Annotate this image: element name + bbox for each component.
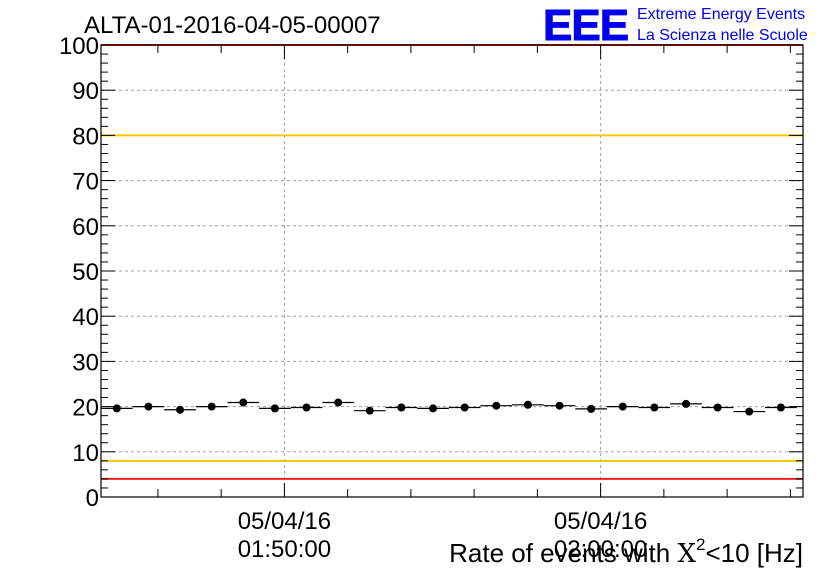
axis-ticks bbox=[101, 44, 803, 498]
data-point bbox=[733, 407, 766, 416]
y-tick-label: 80 bbox=[72, 123, 99, 150]
data-point bbox=[132, 402, 165, 411]
data-point bbox=[101, 404, 133, 413]
data-point bbox=[448, 403, 481, 412]
data-point-marker bbox=[239, 398, 248, 407]
x-axis-title-chi: X bbox=[677, 539, 696, 569]
data-point-marker bbox=[334, 398, 343, 407]
data-point-marker bbox=[618, 402, 627, 411]
data-points bbox=[101, 398, 797, 416]
y-tick-label: 30 bbox=[72, 349, 99, 376]
data-point bbox=[638, 403, 671, 412]
data-point bbox=[701, 403, 734, 412]
data-point-marker bbox=[270, 404, 279, 413]
x-tick-time: 02:00:00 bbox=[554, 536, 647, 563]
x-axis-title: Rate of events with X2<10 [Hz] bbox=[449, 535, 803, 569]
y-tick-labels: 0 10 20 30 40 50 60 70 80 90 100 bbox=[59, 33, 99, 512]
data-point-marker bbox=[429, 404, 438, 413]
data-point bbox=[575, 404, 607, 413]
data-point bbox=[227, 398, 260, 407]
data-point-marker bbox=[176, 405, 185, 414]
data-point bbox=[765, 403, 797, 412]
y-tick-label: 20 bbox=[72, 395, 99, 422]
eee-logo-line2: La Scienza nelle Scuole bbox=[637, 27, 808, 44]
x-tick-date: 05/04/16 bbox=[554, 508, 647, 535]
data-point bbox=[195, 402, 228, 411]
data-point-marker bbox=[650, 403, 659, 412]
data-point-marker bbox=[302, 403, 311, 412]
x-tick-date: 05/04/16 bbox=[238, 508, 331, 535]
data-point-marker bbox=[460, 403, 469, 412]
data-point bbox=[290, 403, 323, 412]
data-point bbox=[259, 404, 291, 413]
data-point-marker bbox=[587, 404, 596, 413]
eee-logo-letters: EEE bbox=[543, 1, 628, 50]
x-axis-title-prefix: Rate of events with bbox=[449, 538, 677, 568]
data-point-marker bbox=[112, 404, 121, 413]
data-point-marker bbox=[207, 402, 216, 411]
x-tick-time: 01:50:00 bbox=[238, 536, 331, 563]
y-tick-label: 70 bbox=[72, 169, 99, 196]
data-point-marker bbox=[144, 402, 153, 411]
x-axis-title-exponent: 2 bbox=[696, 535, 705, 554]
data-point bbox=[670, 399, 702, 408]
data-point-marker bbox=[397, 403, 406, 412]
data-point bbox=[164, 405, 196, 414]
y-tick-label: 10 bbox=[72, 440, 99, 467]
y-tick-label: 50 bbox=[72, 259, 99, 286]
data-point-marker bbox=[555, 401, 564, 410]
data-point bbox=[512, 400, 544, 409]
data-point-marker bbox=[682, 399, 690, 408]
data-point bbox=[322, 398, 354, 407]
y-tick-label: 40 bbox=[72, 304, 99, 331]
data-point bbox=[353, 406, 386, 415]
data-point bbox=[543, 401, 576, 410]
y-tick-label: 0 bbox=[86, 485, 99, 512]
run-title: ALTA-01-2016-04-05-00007 bbox=[84, 12, 381, 39]
data-point-marker bbox=[776, 403, 785, 412]
data-point-marker bbox=[492, 401, 501, 410]
data-point-marker bbox=[713, 403, 722, 412]
data-point bbox=[417, 404, 449, 413]
eee-logo: EEE Extreme Energy Events La Scienza nel… bbox=[543, 1, 808, 51]
data-point-marker bbox=[365, 406, 374, 415]
data-point-marker bbox=[523, 400, 532, 409]
y-tick-label: 60 bbox=[72, 214, 99, 241]
y-tick-label: 90 bbox=[72, 78, 99, 105]
data-point bbox=[480, 401, 513, 410]
data-point-marker bbox=[745, 407, 754, 416]
x-axis-title-suffix: <10 [Hz] bbox=[705, 538, 803, 568]
y-tick-label: 100 bbox=[59, 33, 99, 60]
data-point bbox=[385, 403, 418, 412]
eee-logo-line1: Extreme Energy Events bbox=[637, 6, 805, 23]
data-point bbox=[606, 402, 639, 411]
